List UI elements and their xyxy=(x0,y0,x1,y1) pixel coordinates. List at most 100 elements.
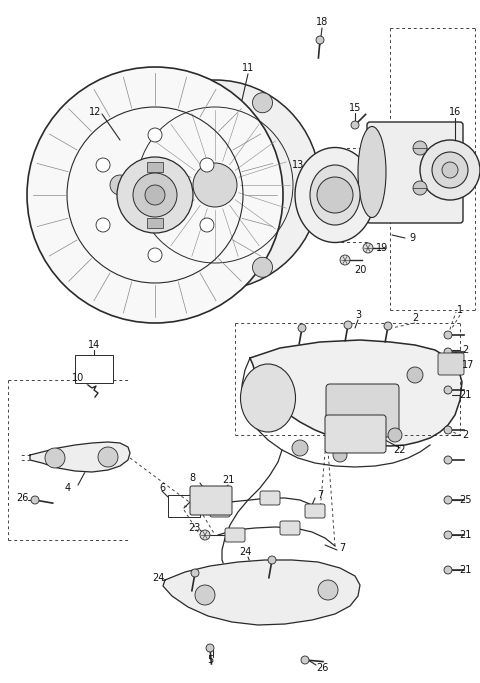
Circle shape xyxy=(200,530,210,540)
Circle shape xyxy=(145,185,165,205)
Text: 15: 15 xyxy=(349,103,361,113)
Text: 2: 2 xyxy=(462,430,468,440)
Bar xyxy=(147,162,163,172)
Circle shape xyxy=(45,448,65,468)
FancyBboxPatch shape xyxy=(260,491,280,505)
Circle shape xyxy=(407,367,423,383)
Circle shape xyxy=(413,141,427,155)
Circle shape xyxy=(110,175,130,195)
Text: 17: 17 xyxy=(462,360,474,370)
Circle shape xyxy=(96,218,110,232)
Text: 26: 26 xyxy=(16,493,28,503)
Circle shape xyxy=(298,324,306,332)
Circle shape xyxy=(420,140,480,200)
FancyBboxPatch shape xyxy=(325,415,386,453)
Text: 7: 7 xyxy=(339,543,345,553)
Text: 20: 20 xyxy=(354,265,366,275)
Circle shape xyxy=(444,496,452,504)
Text: 4: 4 xyxy=(65,483,71,493)
Text: 18: 18 xyxy=(316,17,328,27)
Circle shape xyxy=(444,426,452,434)
Text: 3: 3 xyxy=(355,310,361,320)
Text: 22: 22 xyxy=(394,445,406,455)
Text: 10: 10 xyxy=(72,373,84,383)
Bar xyxy=(147,218,163,228)
Circle shape xyxy=(193,163,237,207)
Text: 19: 19 xyxy=(376,243,388,253)
Text: 7: 7 xyxy=(317,490,323,500)
Circle shape xyxy=(110,80,320,290)
FancyBboxPatch shape xyxy=(210,503,230,517)
Ellipse shape xyxy=(358,126,386,217)
Circle shape xyxy=(148,248,162,262)
Circle shape xyxy=(316,36,324,44)
Circle shape xyxy=(413,181,427,195)
Circle shape xyxy=(200,218,214,232)
Circle shape xyxy=(351,121,359,129)
Text: 14: 14 xyxy=(88,340,100,350)
Text: 13: 13 xyxy=(292,160,304,170)
Text: 16: 16 xyxy=(449,107,461,117)
Text: 11: 11 xyxy=(242,63,254,73)
Circle shape xyxy=(318,580,338,600)
FancyBboxPatch shape xyxy=(305,504,325,518)
Circle shape xyxy=(444,348,452,356)
Circle shape xyxy=(31,496,39,504)
Ellipse shape xyxy=(295,148,375,242)
Circle shape xyxy=(363,243,373,253)
Text: 21: 21 xyxy=(222,475,234,485)
FancyBboxPatch shape xyxy=(438,353,464,375)
Circle shape xyxy=(444,331,452,339)
Text: 9: 9 xyxy=(409,233,415,243)
FancyBboxPatch shape xyxy=(280,521,300,535)
Ellipse shape xyxy=(310,165,360,225)
FancyBboxPatch shape xyxy=(367,122,463,223)
Text: 26: 26 xyxy=(316,663,328,673)
FancyBboxPatch shape xyxy=(190,486,232,515)
Text: 25: 25 xyxy=(459,495,471,505)
Polygon shape xyxy=(30,442,130,472)
Text: 12: 12 xyxy=(89,107,101,117)
Text: 2: 2 xyxy=(412,313,418,323)
Circle shape xyxy=(98,447,118,467)
Text: 21: 21 xyxy=(459,530,471,540)
Circle shape xyxy=(444,566,452,574)
Text: 23: 23 xyxy=(188,523,200,533)
Circle shape xyxy=(252,257,273,277)
Circle shape xyxy=(96,158,110,172)
Circle shape xyxy=(117,157,193,233)
Circle shape xyxy=(388,428,402,442)
Bar xyxy=(75,355,113,383)
Text: 1: 1 xyxy=(457,305,463,315)
Text: 21: 21 xyxy=(459,565,471,575)
Text: 8: 8 xyxy=(189,473,195,483)
Bar xyxy=(168,495,200,517)
Circle shape xyxy=(340,255,350,265)
Circle shape xyxy=(27,67,283,323)
FancyBboxPatch shape xyxy=(225,528,245,542)
Circle shape xyxy=(344,321,352,329)
Circle shape xyxy=(317,177,353,213)
Circle shape xyxy=(268,556,276,564)
Circle shape xyxy=(292,440,308,456)
Circle shape xyxy=(444,456,452,464)
Text: 21: 21 xyxy=(459,390,471,400)
Circle shape xyxy=(195,585,215,605)
Polygon shape xyxy=(250,340,462,446)
Text: 24: 24 xyxy=(152,573,164,583)
Text: 6: 6 xyxy=(159,483,165,493)
Circle shape xyxy=(191,569,199,577)
Circle shape xyxy=(432,152,468,188)
Circle shape xyxy=(200,158,214,172)
Ellipse shape xyxy=(240,364,296,432)
Text: 5: 5 xyxy=(207,655,213,665)
Circle shape xyxy=(444,531,452,539)
Text: 24: 24 xyxy=(239,547,251,557)
Circle shape xyxy=(384,322,392,330)
Circle shape xyxy=(252,93,273,113)
Text: 2: 2 xyxy=(462,345,468,355)
Circle shape xyxy=(148,128,162,142)
Circle shape xyxy=(301,656,309,664)
Circle shape xyxy=(206,644,214,652)
FancyBboxPatch shape xyxy=(326,384,399,437)
